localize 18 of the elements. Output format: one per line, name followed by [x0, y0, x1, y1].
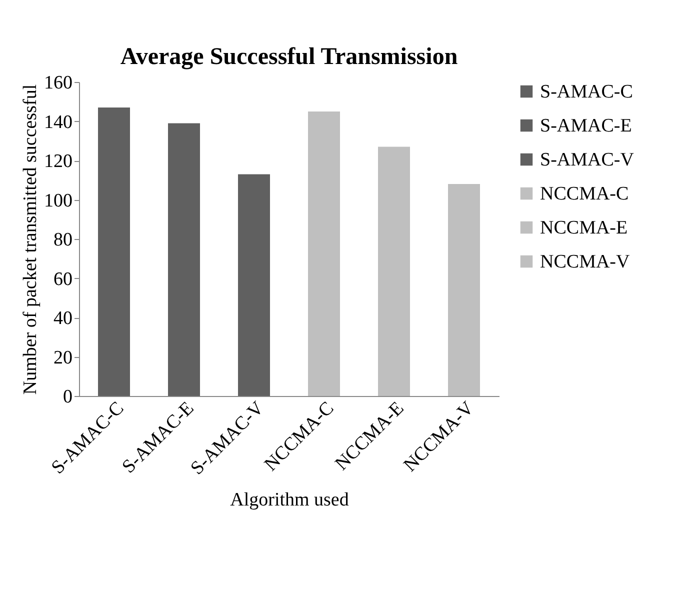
y-axis-title: Number of packet transmitted successful [20, 84, 41, 395]
legend-label: NCCMA-V [540, 252, 630, 272]
x-axis-title: Algorithm used [230, 489, 350, 510]
y-tick-label: 140 [44, 112, 72, 133]
y-tick-label: 160 [44, 72, 72, 94]
y-tick-label: 100 [44, 190, 72, 212]
y-tick-label: 0 [63, 386, 72, 408]
legend-label: NCCMA-E [540, 218, 628, 238]
y-tick-label: 20 [54, 347, 72, 368]
legend-label: NCCMA-C [540, 184, 629, 204]
y-tick-label: 60 [54, 268, 72, 290]
legend-label: S-AMAC-E [540, 116, 632, 136]
legend-label: S-AMAC-C [540, 82, 633, 102]
chart-title: Average Successful Transmission [120, 44, 458, 70]
y-tick-label: 120 [44, 151, 72, 172]
y-tick-label: 40 [54, 308, 72, 329]
legend-label: S-AMAC-V [540, 150, 634, 170]
y-tick-label: 80 [54, 230, 72, 250]
